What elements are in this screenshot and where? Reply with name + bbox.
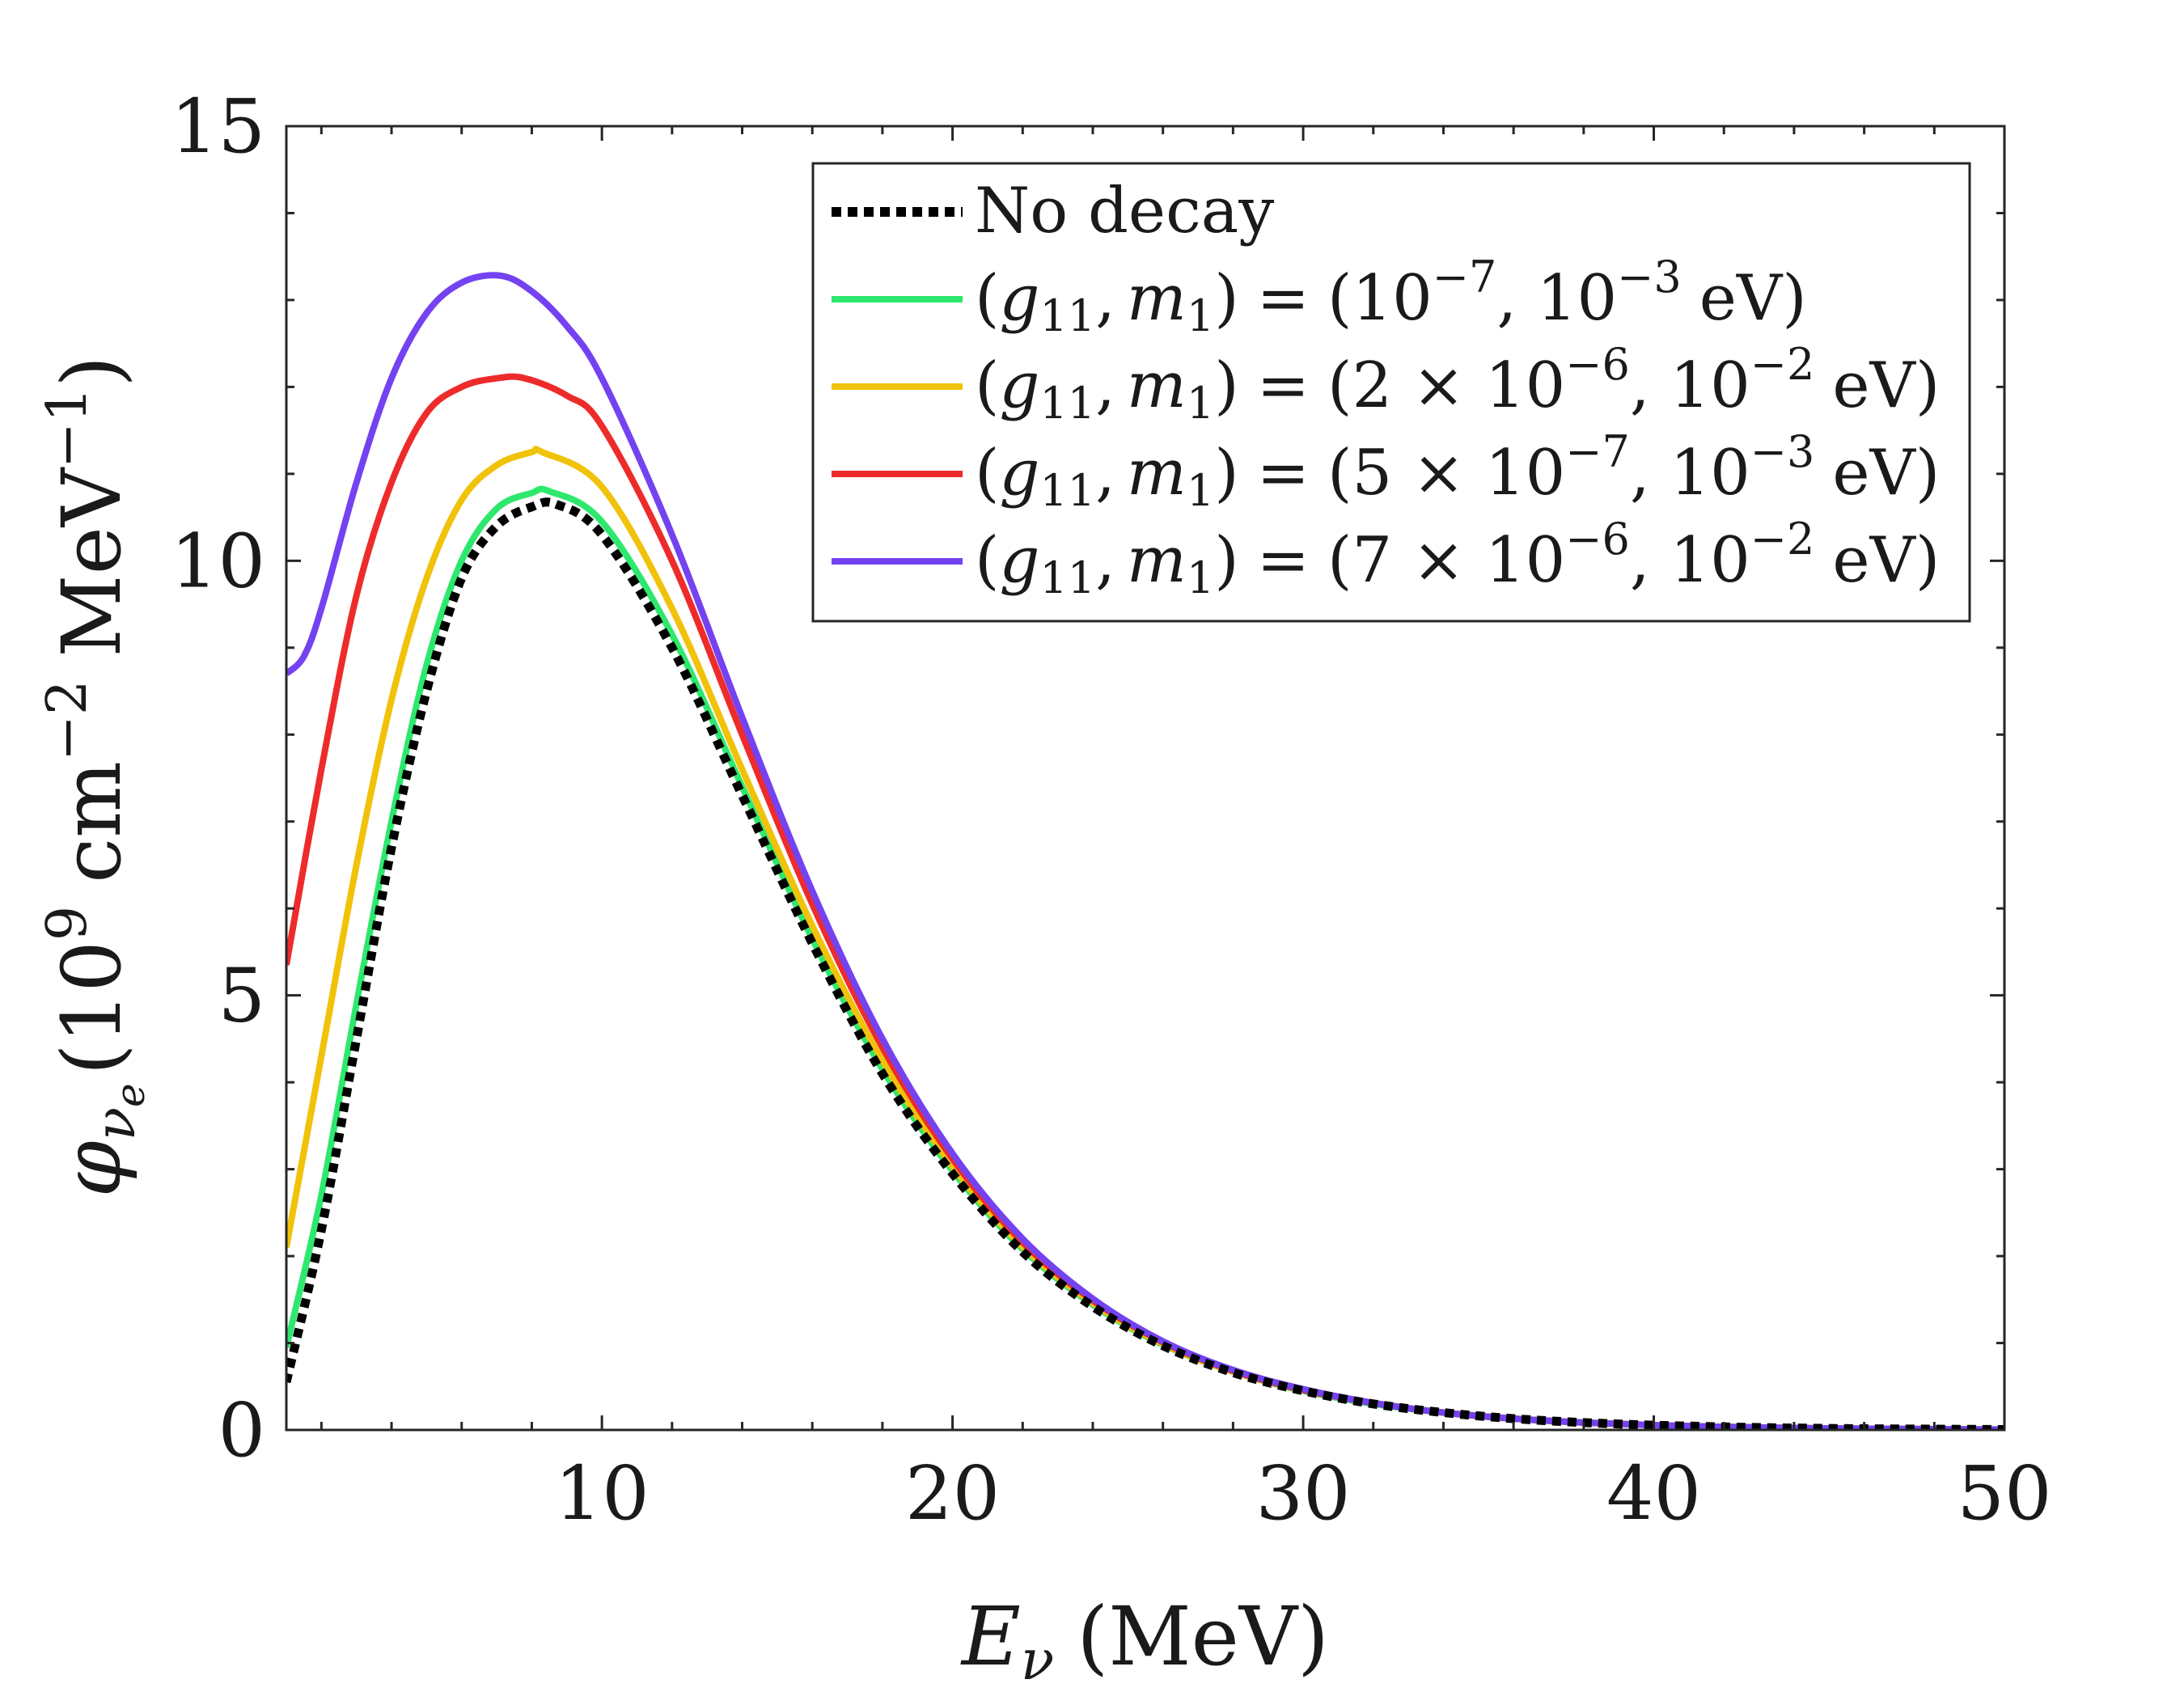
legend-entry-1: (g11, m1) = (10−7, 10−3 eV) [975,252,1807,341]
x-axis-symbol: E [960,1589,1021,1684]
x-axis-title: Eν (MeV) [960,1589,1329,1692]
x-tick-label: 10 [555,1450,650,1537]
x-axis-subscript: ν [1021,1629,1054,1692]
y-tick-label: 15 [171,83,265,170]
y-tick-label: 10 [171,518,265,604]
y-tick-label: 5 [218,953,265,1039]
y-axis-subsubscript: e [107,1083,154,1107]
y-axis-cm: cm [44,761,139,883]
x-tick-label: 20 [905,1450,1000,1537]
legend-entry-3: (g11, m1) = (5 × 10−7, 10−3 eV) [975,426,1940,516]
x-axis-unit: (MeV) [1077,1589,1329,1684]
legend: No decay (g11, m1) = (10−7, 10−3 eV) (g11, m1… [811,162,1971,623]
y-axis-exp-m2: −2 [36,680,99,761]
y-tick-label: 0 [218,1387,265,1474]
plot-frame [285,125,2006,1432]
y-axis-exp9: 9 [36,906,99,941]
legend-entry-2: (g11, m1) = (2 × 10−6, 10−2 eV) [975,339,1940,429]
legend-entry-4: (g11, m1) = (7 × 10−6, 10−2 eV) [975,514,1940,603]
x-tick-label: 40 [1606,1450,1701,1537]
y-axis-close: ) [44,356,139,387]
y-axis-subscript: ν [84,1107,148,1140]
x-tick-label: 50 [1957,1450,2051,1537]
y-axis-mev: MeV [44,467,139,658]
legend-entry-no-decay: No decay [975,175,1274,247]
y-axis-ten: (10 [44,941,139,1075]
y-axis-exp-m1: −1 [36,387,99,468]
x-tick-label: 30 [1256,1450,1351,1537]
y-axis-symbol: φ [44,1140,139,1197]
legend-box [811,162,1971,623]
y-axis-title: φνe (109 cm−2 MeV−1) [36,356,154,1198]
